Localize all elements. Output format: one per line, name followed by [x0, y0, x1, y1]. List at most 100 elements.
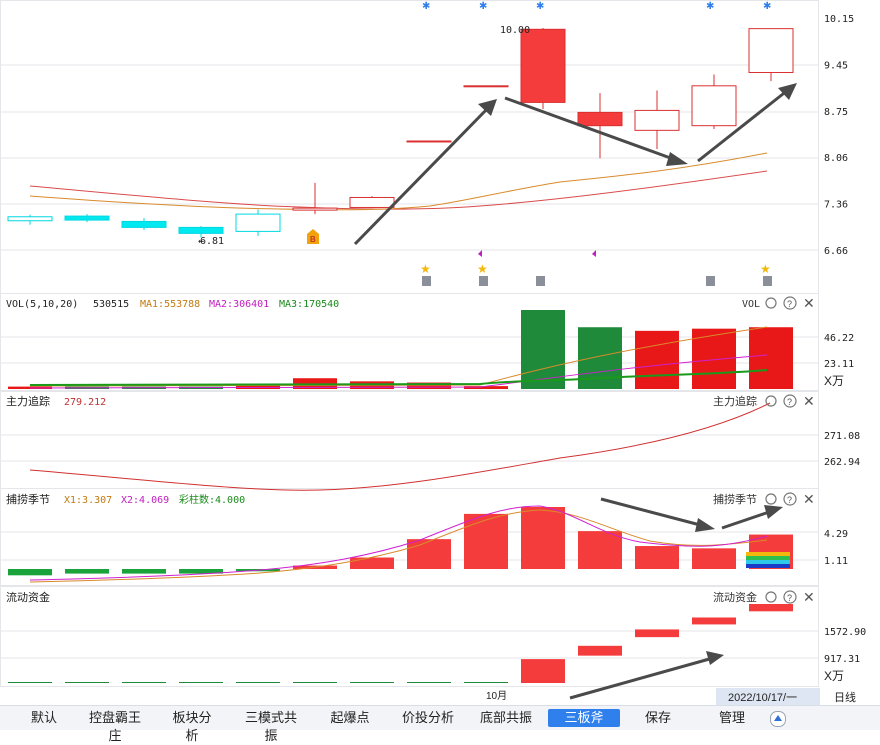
bljj-x1: X1:3.307 — [64, 495, 112, 506]
snowflake-icon: ✱ — [422, 1, 430, 12]
tab-3[interactable]: 板块分析 — [172, 710, 212, 743]
tab-2[interactable]: 控盘霸王庄 — [88, 710, 141, 743]
bljj-bar — [122, 569, 166, 574]
ldzj-bar — [464, 682, 508, 683]
vol-ma1: MA1:553788 — [140, 299, 200, 310]
zlzz-value: 279.212 — [64, 397, 106, 408]
snowflake-icon: ✱ — [706, 1, 714, 12]
period-label[interactable]: 日线 — [834, 690, 856, 704]
price-tick: 8.06 — [824, 153, 848, 164]
zlzz-line — [29, 402, 771, 491]
tab-6[interactable]: 价投分析 — [402, 710, 455, 725]
bljj-title: 捕捞季节 — [6, 492, 50, 506]
ldzj-bar — [578, 645, 622, 656]
tab-8[interactable]: 三板斧 — [548, 709, 620, 727]
price-tick: 6.66 — [824, 246, 848, 257]
gear-icon[interactable] — [765, 297, 777, 309]
star-icon: ★ — [760, 262, 771, 276]
bljj-caizhu: 彩柱数:4.000 — [179, 493, 245, 506]
help-icon[interactable] — [783, 492, 797, 506]
vol-ma3: MA3:170540 — [279, 299, 339, 310]
high-price-label: 10.00 — [500, 25, 530, 36]
badge-icon — [536, 276, 545, 286]
low-arrow: ← — [198, 236, 204, 247]
panel-control-group[interactable]: ? ✕ — [765, 491, 815, 507]
candle — [463, 85, 509, 88]
price-tick: 8.75 — [824, 107, 848, 118]
vol-tick-2: 23.11 — [824, 359, 854, 370]
panel-controls[interactable]: ? ✕? ✕? ✕? ✕ — [765, 295, 815, 605]
badge-icon — [706, 276, 715, 286]
close-icon[interactable]: ✕ — [803, 589, 815, 605]
ldzj-bar — [179, 682, 223, 683]
vol-ma3-line — [29, 369, 768, 386]
vol-value: 530515 — [93, 299, 129, 310]
help-q: ? — [787, 495, 792, 505]
vol-title: VOL(5,10,20) — [6, 299, 78, 310]
collapse-tabs-icon[interactable] — [770, 711, 786, 727]
tab-1[interactable]: 默认 — [30, 710, 57, 725]
zlzz-title: 主力追踪 — [6, 394, 50, 408]
close-icon[interactable]: ✕ — [803, 295, 815, 311]
star-icon: ★ — [477, 262, 488, 276]
bljj-bar — [521, 507, 565, 569]
bljj-tick-1: 4.29 — [824, 529, 848, 540]
candle — [64, 214, 110, 223]
date-label: 2022/10/17/一 — [728, 692, 797, 704]
candle — [292, 182, 338, 215]
panel-control-group[interactable]: ? ✕ — [765, 393, 815, 409]
gear-icon[interactable] — [765, 591, 777, 603]
bljj-x1-line — [29, 509, 768, 583]
ldzj-bar — [122, 682, 166, 683]
buy-marker[interactable]: B — [307, 229, 319, 244]
ma-line-red — [29, 170, 768, 210]
snowflake-icon: ✱ — [536, 1, 544, 12]
stock-chart[interactable]: 10.15 9.45 8.75 8.06 7.36 6.66 10.00 6.81 ← ✱… — [0, 0, 880, 705]
ldzj-right-label: 流动资金 — [713, 590, 757, 604]
candle — [235, 209, 281, 237]
candle — [349, 196, 395, 209]
signal-markers-bottom: ★ ★ ★ — [420, 250, 772, 286]
tab-10[interactable]: 管理 — [718, 710, 745, 725]
buy-b-icon: B — [310, 235, 316, 244]
panel-control-group[interactable]: ? ✕ — [765, 589, 815, 605]
ldzj-bars — [8, 604, 793, 683]
bljj-bar — [635, 546, 679, 569]
ldzj-bar — [692, 617, 736, 625]
tab-5[interactable]: 起爆点 — [330, 710, 370, 725]
close-icon[interactable]: ✕ — [803, 491, 815, 507]
gear-icon[interactable] — [765, 493, 777, 505]
close-icon[interactable]: ✕ — [803, 393, 815, 409]
bljj-x2-line — [29, 505, 768, 581]
ldzj-bar — [236, 682, 280, 683]
candle — [577, 93, 623, 159]
ma-line-orange — [29, 152, 768, 211]
help-q: ? — [787, 299, 792, 309]
bljj-bar — [8, 569, 52, 576]
vol-bar — [749, 327, 793, 389]
bljj-right-label: 捕捞季节 — [713, 492, 757, 506]
annotation-arrows — [353, 83, 797, 700]
tab-9[interactable]: 保存 — [644, 710, 671, 725]
badge-icon — [479, 276, 488, 286]
month-label: 10月 — [486, 690, 507, 702]
candle — [121, 218, 167, 231]
vol-ma1-line — [29, 326, 768, 387]
tab-7[interactable]: 底部共振 — [480, 710, 533, 725]
bljj-bar — [179, 569, 223, 574]
panel-control-group[interactable]: ? ✕ — [765, 295, 815, 311]
bljj-x2: X2:4.069 — [121, 495, 169, 506]
badge-icon — [422, 276, 431, 286]
help-icon[interactable] — [783, 590, 797, 604]
ldzj-bar — [749, 604, 793, 612]
zlzz-tick-2: 262.94 — [824, 457, 860, 468]
low-price-label: 6.81 — [200, 236, 224, 247]
help-icon[interactable] — [783, 394, 797, 408]
candle — [691, 74, 737, 130]
ldzj-bar — [65, 682, 109, 683]
ldzj-bar — [521, 659, 565, 683]
star-icon: ★ — [420, 262, 431, 276]
gear-icon[interactable] — [765, 395, 777, 407]
tab-4[interactable]: 三模式共振 — [244, 710, 297, 743]
help-icon[interactable] — [783, 296, 797, 310]
